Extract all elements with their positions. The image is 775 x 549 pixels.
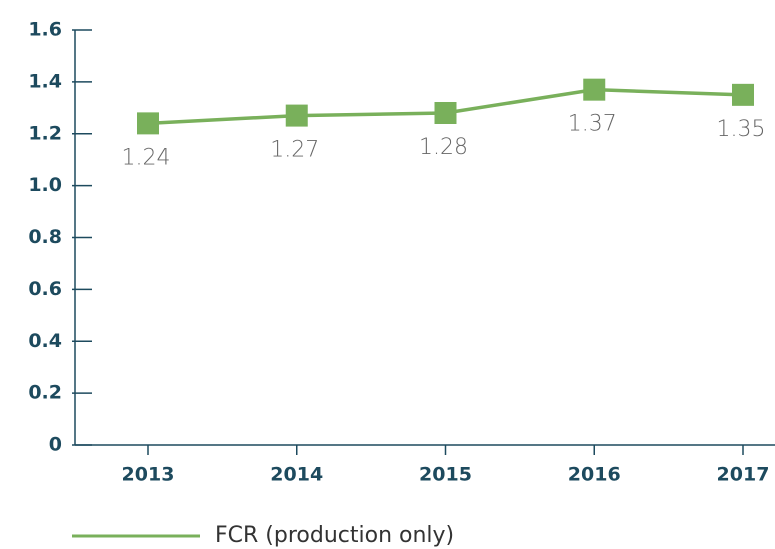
x-tick-label: 2016 [568, 464, 621, 486]
y-tick-label: 1.6 [28, 19, 62, 41]
data-label: 1.35 [717, 117, 766, 142]
y-tick-label: 0.2 [28, 382, 62, 404]
data-label: 1.27 [270, 138, 319, 163]
marker [137, 112, 159, 135]
y-tick-label: 1.0 [28, 174, 62, 196]
marker [285, 104, 308, 127]
marker [434, 102, 457, 124]
x-tick-label: 2015 [419, 464, 472, 486]
data-label: 1.28 [419, 135, 468, 160]
data-label: 1.37 [568, 112, 617, 137]
y-tick-label: 1.2 [28, 122, 62, 144]
x-tick-label: 2014 [270, 464, 323, 486]
y-tick-label: 0 [49, 434, 62, 456]
marker [732, 83, 754, 106]
legend-label: FCR (production only) [215, 523, 454, 548]
y-tick-label: 0.6 [28, 278, 62, 300]
y-tick-label: 1.4 [28, 70, 62, 92]
x-tick-label: 2013 [122, 464, 175, 486]
data-label: 1.24 [122, 145, 171, 170]
y-tick-label: 0.4 [28, 330, 62, 352]
y-tick-label: 0.8 [28, 226, 62, 248]
x-tick-label: 2017 [717, 464, 770, 486]
marker [583, 78, 606, 101]
